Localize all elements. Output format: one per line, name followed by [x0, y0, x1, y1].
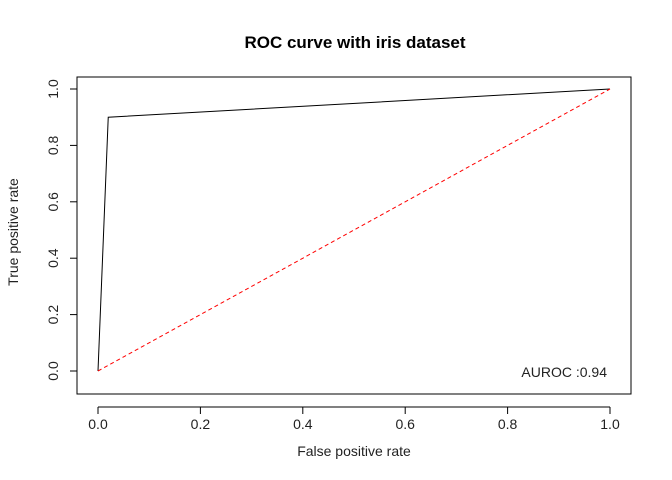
plot-frame	[76, 76, 632, 395]
y-tick-label: 0.0	[45, 361, 61, 381]
x-axis-label: False positive rate	[297, 443, 411, 459]
y-axis-label: True positive rate	[5, 178, 21, 286]
x-tick-label: 1.0	[600, 416, 620, 432]
auroc-annotation: AUROC :0.94	[521, 364, 607, 380]
x-tick-label: 0.0	[88, 416, 108, 432]
x-axis: 0.0 0.2 0.4 0.6 0.8 1.0	[88, 406, 620, 432]
y-tick-label: 0.8	[45, 135, 61, 155]
chart-title: ROC curve with iris dataset	[244, 33, 465, 52]
diagonal-reference-line	[97, 88, 611, 372]
x-tick-label: 0.4	[293, 416, 313, 432]
y-tick-label: 0.2	[45, 305, 61, 325]
y-tick-label: 0.6	[45, 192, 61, 212]
y-tick-label: 0.4	[45, 248, 61, 268]
series-layer	[97, 88, 611, 372]
roc-curve-line	[97, 88, 611, 372]
x-tick-label: 0.6	[395, 416, 415, 432]
y-axis: 0.0 0.2 0.4 0.6 0.8 1.0	[45, 79, 78, 381]
y-tick-label: 1.0	[45, 79, 61, 99]
x-tick-label: 0.2	[191, 416, 211, 432]
x-tick-label: 0.8	[498, 416, 518, 432]
